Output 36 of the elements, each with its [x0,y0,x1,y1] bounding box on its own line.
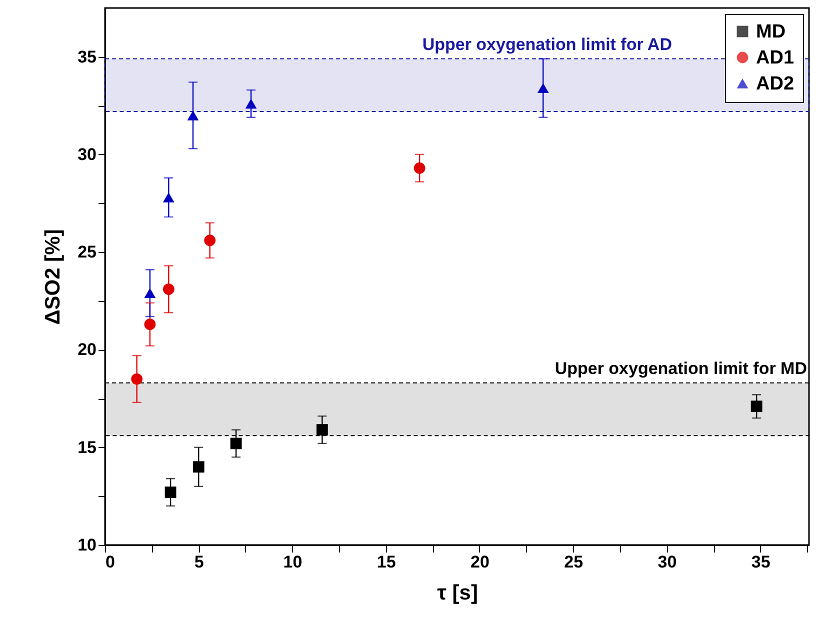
x-tick-label: 5 [194,552,204,572]
y-tick-label: 25 [78,242,96,262]
x-tick-label: 35 [751,552,770,572]
point [187,110,199,120]
y-tick-label: 10 [78,536,96,554]
y-tick-label: 20 [78,340,96,360]
y-tick-label: 30 [78,144,96,164]
point [144,318,156,330]
x-axis-title: τ [s] [437,582,478,604]
y-tick-label: 15 [78,438,96,457]
point [316,424,328,436]
x-tick-label: 30 [658,552,677,572]
legend-label: MD [756,22,786,42]
point [537,83,549,93]
point [414,162,426,174]
point [131,373,143,385]
point [245,98,257,109]
point [162,192,174,202]
point [192,461,204,473]
x-tick-label: 25 [564,552,584,572]
legend-label: AD2 [756,74,794,94]
point [144,288,156,298]
legend-label: AD1 [756,48,794,68]
x-tick-label: 10 [283,552,302,572]
point [164,486,176,498]
band-label: Upper oxygenation limit for AD [422,34,672,54]
y-tick-label: 35 [78,47,96,66]
x-tick-label: 15 [376,552,396,572]
band-label: Upper oxygenation limit for MD [554,358,807,378]
point [750,400,762,412]
x-tick-label: 20 [470,552,490,572]
point [230,438,242,450]
point [204,234,216,246]
x-tick-label: 0 [106,552,115,572]
y-axis-title: ΔSO2 [%] [42,229,65,325]
point [162,284,174,295]
